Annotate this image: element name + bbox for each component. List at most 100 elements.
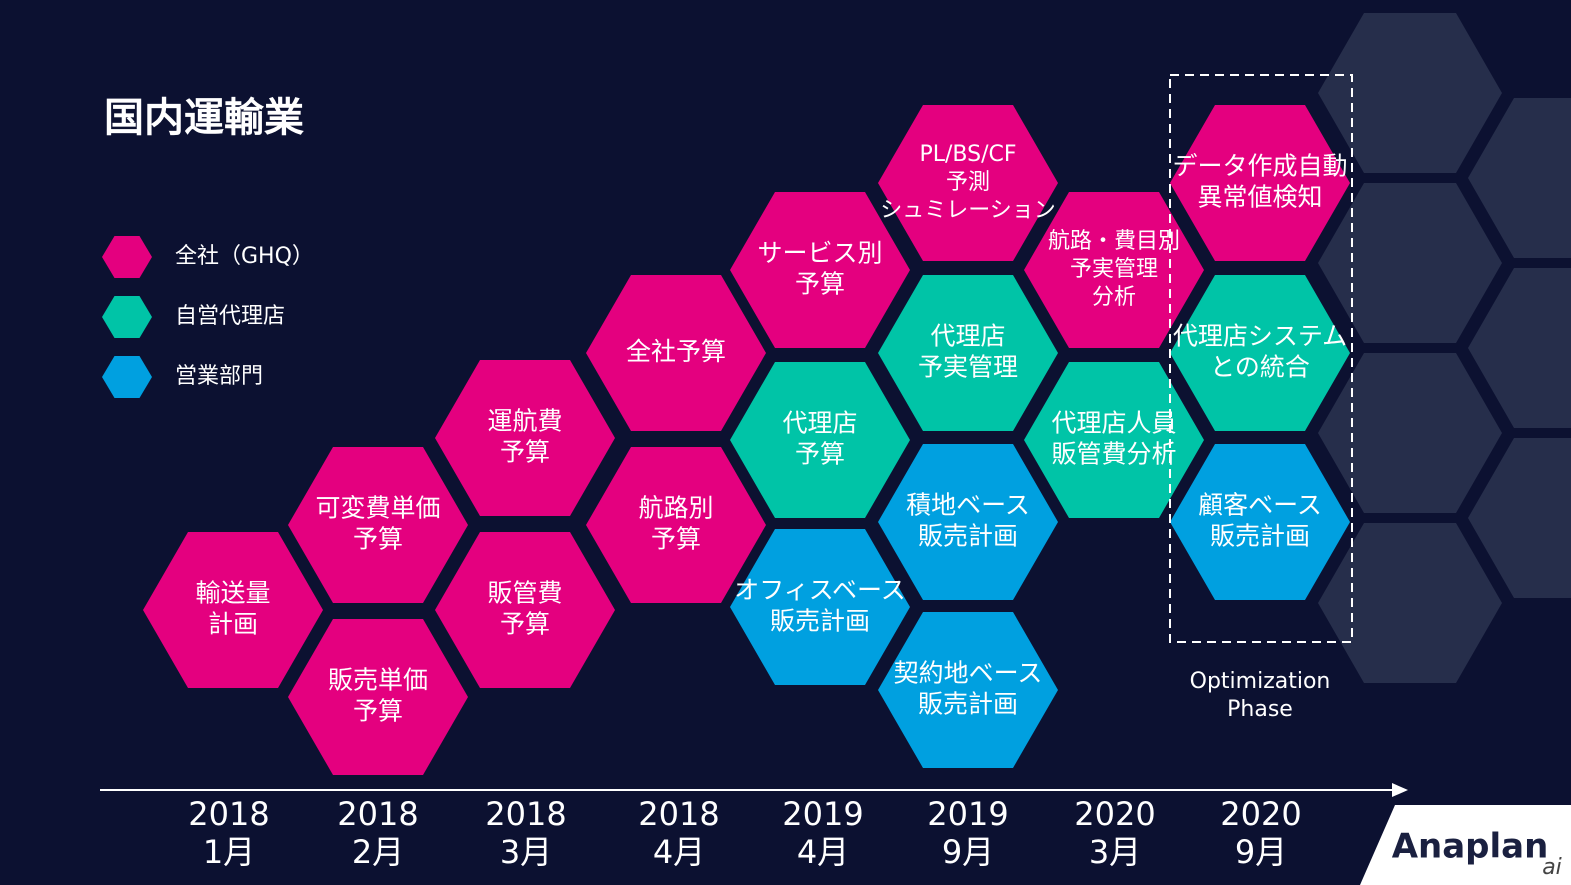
hexagon-label: 代理店システム — [1173, 322, 1347, 351]
hexagon-label: 顧客ベース — [1198, 491, 1322, 520]
legend-label: 営業部門 — [175, 364, 263, 389]
hexagon-label: 積地ベース — [906, 491, 1030, 520]
hexagon — [143, 532, 323, 688]
hexagon — [1024, 362, 1204, 518]
hexagon — [878, 275, 1058, 431]
hexagon — [730, 362, 910, 518]
timeline-month: 9月 — [1235, 833, 1287, 871]
hexagon-label: 予算 — [651, 525, 701, 554]
hexagon-label: 販管費分析 — [1051, 440, 1176, 469]
decor-hexagon — [1318, 13, 1502, 173]
hexagon — [730, 192, 910, 348]
hexagon-label: 予算 — [500, 610, 550, 639]
decor-hexagon — [1318, 353, 1502, 513]
hexagon-label: 販売単価 — [328, 666, 428, 695]
hexagon — [586, 447, 766, 603]
logo-background — [1360, 805, 1571, 885]
hexagon-label: 航路・費目別 — [1048, 229, 1180, 254]
hexagon — [1170, 105, 1350, 261]
timeline-year: 2020 — [1074, 795, 1155, 833]
decoration — [1318, 13, 1571, 683]
timeline-year: 2019 — [927, 795, 1008, 833]
hexagon-label: 全社予算 — [626, 337, 726, 366]
timeline-year: 2020 — [1220, 795, 1301, 833]
timeline-month: 4月 — [653, 833, 705, 871]
phase-box — [1169, 74, 1353, 643]
legend-swatch — [102, 236, 152, 278]
hexagon-label: 契約地ベース — [894, 659, 1043, 688]
timeline-year: 2018 — [188, 795, 269, 833]
timeline-arrow — [1392, 783, 1408, 797]
hexagon-label: 航路別 — [638, 494, 713, 523]
legend-label: 全社（GHQ） — [175, 244, 314, 269]
hexagon-label: サービス別 — [757, 239, 882, 268]
hexagon-label: 予算 — [353, 525, 403, 554]
hexagon — [1170, 275, 1350, 431]
phase-label: Optimization — [1190, 669, 1331, 694]
title: 国内運輸業 — [104, 95, 304, 141]
hexagon — [288, 619, 468, 775]
hexagon-label: データ作成自動 — [1172, 152, 1347, 181]
hexagon-label: 可変費単価 — [315, 494, 440, 523]
hexagon-label: との統合 — [1210, 353, 1310, 382]
hexagon-label: 代理店 — [930, 322, 1005, 351]
hexagon-label: 販売計画 — [770, 607, 870, 636]
hexagon — [435, 360, 615, 516]
timeline-month: 3月 — [1089, 833, 1141, 871]
hexagon — [878, 444, 1058, 600]
legend-label: 自営代理店 — [175, 304, 285, 329]
hexagon-label: 代理店人員 — [1051, 409, 1176, 438]
timeline-month: 4月 — [797, 833, 849, 871]
hexagon-label: 予算 — [795, 270, 845, 299]
hexagon — [586, 275, 766, 431]
hexagon-label: 輸送量 — [195, 579, 270, 608]
timeline-month: 9月 — [942, 833, 994, 871]
hexagon-label: 予実管理 — [1070, 257, 1158, 282]
timeline-year: 2018 — [337, 795, 418, 833]
decor-hexagon — [1318, 523, 1502, 683]
hexagon — [1024, 192, 1204, 348]
timeline-year: 2019 — [782, 795, 863, 833]
hexagon — [878, 105, 1058, 261]
legend-swatch — [102, 356, 152, 398]
watermark: ai — [1542, 855, 1562, 880]
decor-hexagon — [1318, 183, 1502, 343]
hexagon-label: PL/BS/CF — [919, 142, 1016, 167]
hexagon-label: 運航費 — [487, 407, 562, 436]
hexagon-label: 代理店 — [782, 409, 857, 438]
hexagon-label: 異常値検知 — [1197, 183, 1322, 212]
hexagon-label: シュミレーション — [880, 198, 1056, 223]
hexagon-label: 予測 — [946, 170, 990, 195]
hexagon — [730, 529, 910, 685]
hexagon — [288, 447, 468, 603]
timeline-year: 2018 — [638, 795, 719, 833]
timeline-month: 3月 — [500, 833, 552, 871]
logo: Anaplan — [1392, 827, 1549, 867]
hexagon-label: 計画 — [208, 610, 258, 639]
timeline: 20181月20182月20183月20184月20194月20199月2020… — [188, 795, 1301, 871]
hexagon — [1170, 444, 1350, 600]
decor-hexagon — [1468, 98, 1571, 258]
hexagons: 輸送量計画可変費単価予算販売単価予算運航費予算販管費予算全社予算航路別予算サービ… — [143, 105, 1350, 775]
hexagon-label: 販売計画 — [1210, 522, 1310, 551]
hexagon-label: 販売計画 — [918, 690, 1018, 719]
hexagon — [878, 612, 1058, 768]
decor-hexagon — [1468, 268, 1571, 428]
timeline-year: 2018 — [485, 795, 566, 833]
hexagon-label: 予算 — [795, 440, 845, 469]
hexagon-label: オフィスベース — [734, 576, 906, 605]
hexagon-label: 予実管理 — [918, 353, 1018, 382]
hexagon-label: 予算 — [353, 697, 403, 726]
legend-swatch — [102, 296, 152, 338]
hexagon-label: 分析 — [1092, 285, 1136, 310]
hexagon-label: 販売計画 — [918, 522, 1018, 551]
phase-label: Phase — [1227, 697, 1293, 722]
decor-hexagon — [1468, 438, 1571, 598]
hexagon-label: 販管費 — [487, 579, 562, 608]
hexagon-label: 予算 — [500, 438, 550, 467]
timeline-month: 2月 — [352, 833, 404, 871]
hexagon — [435, 532, 615, 688]
timeline-month: 1月 — [203, 833, 255, 871]
